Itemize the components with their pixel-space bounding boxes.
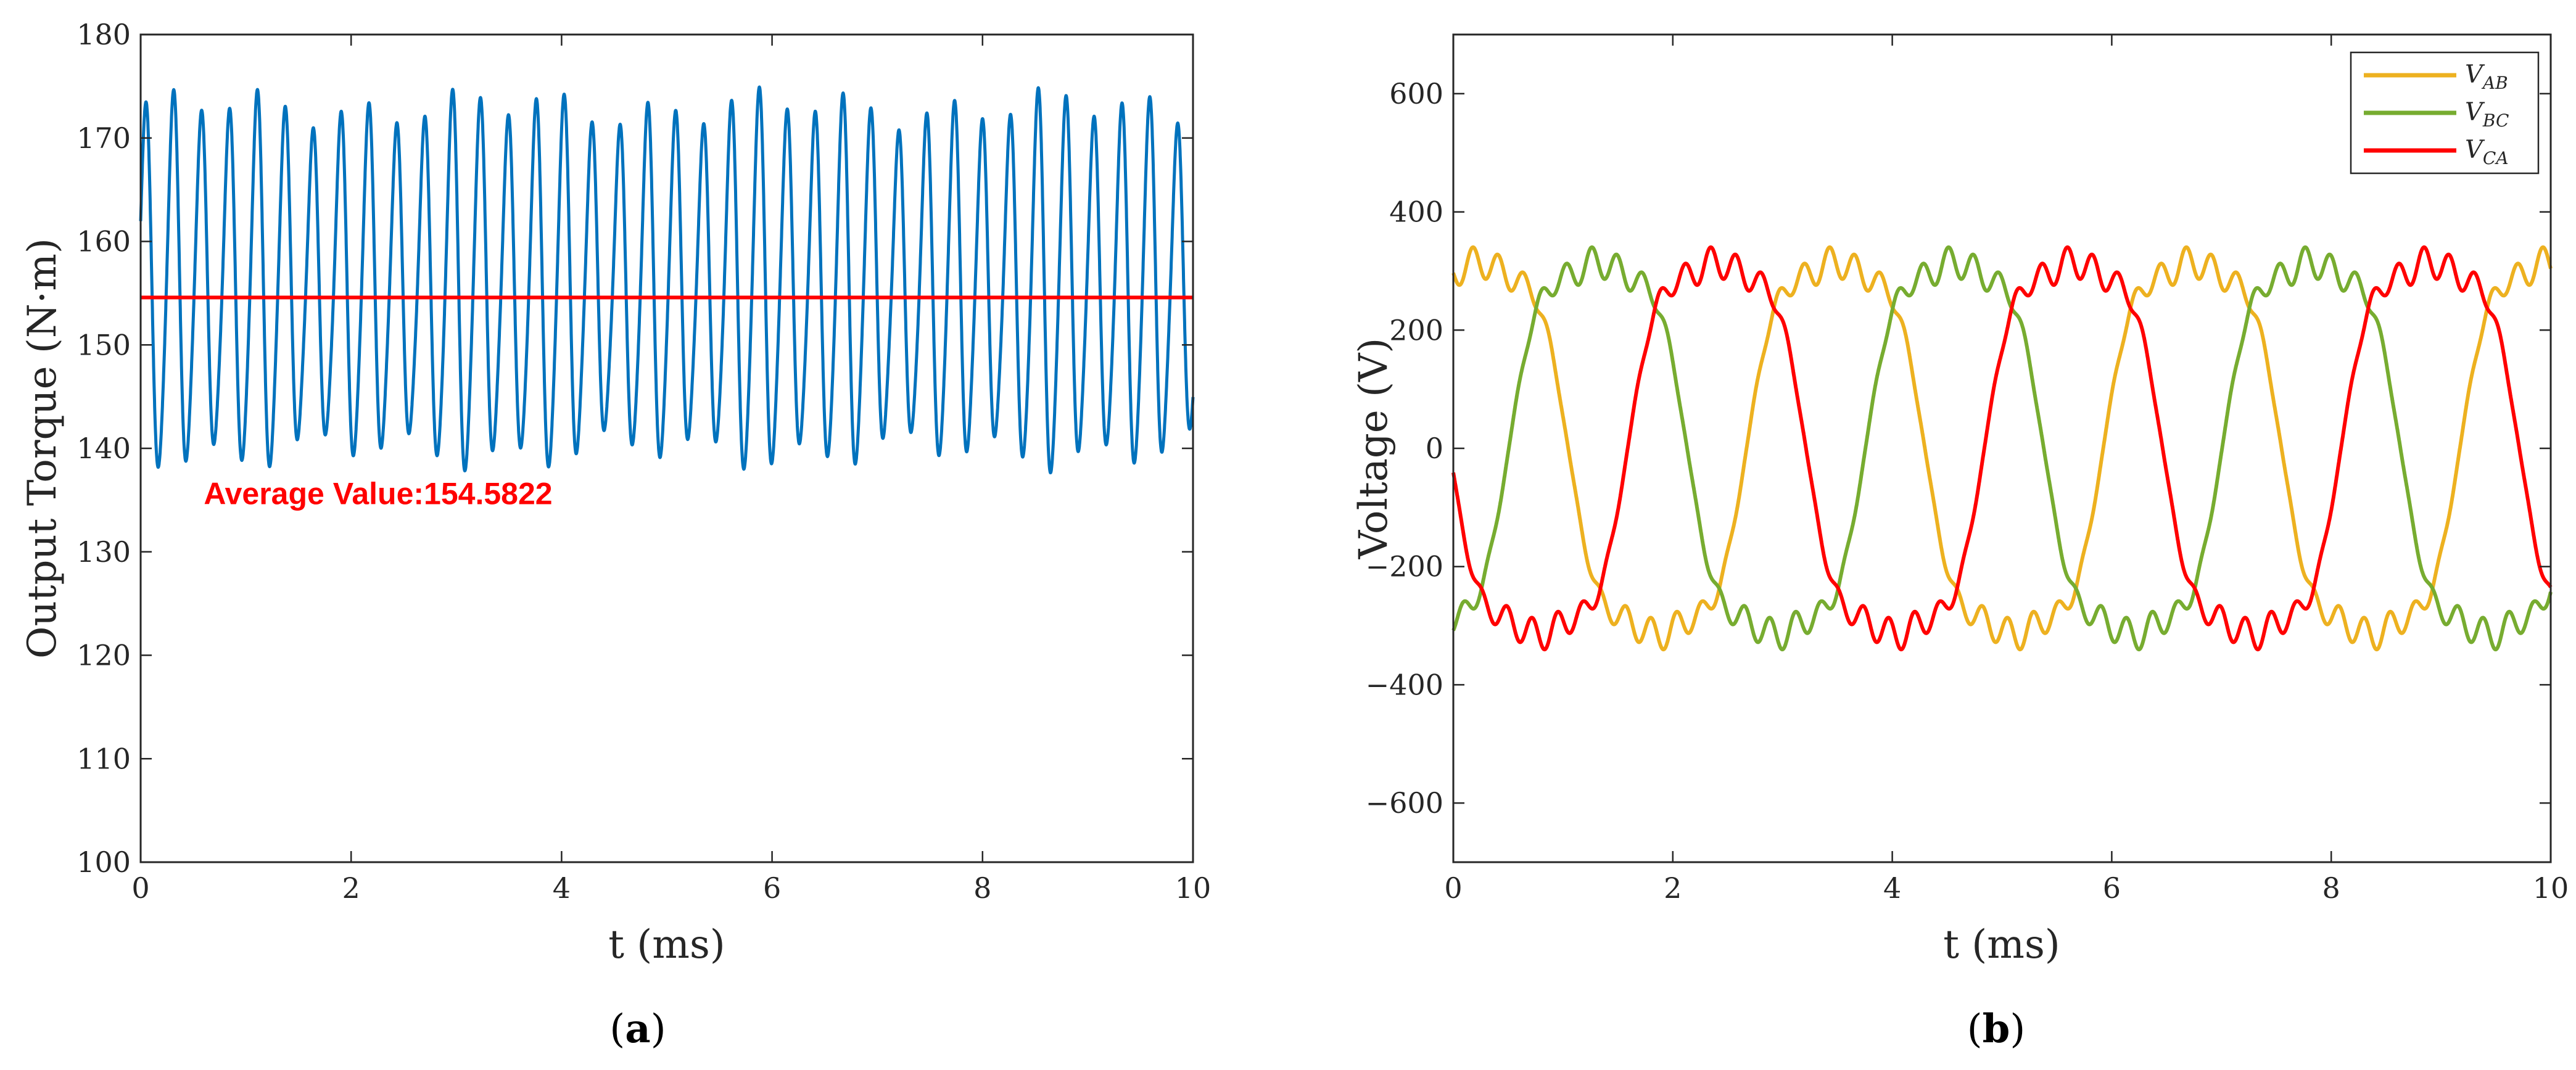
torque-series-line — [139, 85, 1195, 475]
torque-x-tick-label: 6 — [763, 871, 781, 905]
torque-y-tick-label: 100 — [76, 846, 131, 879]
legend-label-vbc: VBC — [2465, 98, 2509, 131]
legend-label-vab: VAB — [2465, 60, 2508, 93]
torque-y-tick-label: 130 — [76, 535, 131, 569]
torque-x-tick-label: 0 — [131, 871, 149, 905]
torque-x-tick-label: 2 — [342, 871, 360, 905]
torque-y-tick-label: 180 — [76, 18, 131, 51]
voltage-x-tick-label: 2 — [1664, 871, 1682, 905]
voltage-chart: 0 2 4 6 8 10 −600 −400 −200 0 200 400 600 VAB VBC VC… — [1351, 33, 2569, 1052]
voltage-y-tick-label: 200 — [1389, 313, 1443, 347]
legend-entry-vab: VAB — [2364, 60, 2508, 93]
voltage-x-tick-label: 8 — [2322, 871, 2340, 905]
voltage-x-axis-label: t (ms) — [1943, 922, 2060, 968]
voltage-y-tick-label: 400 — [1389, 195, 1443, 229]
torque-series-group — [139, 85, 1195, 475]
torque-y-tick-label: 120 — [76, 639, 131, 672]
torque-ticks-group: 0 2 4 6 8 10 100 110 120 130 140 150 160 170 180 — [76, 18, 1211, 905]
voltage-series-group — [1451, 245, 2553, 652]
voltage-series-ab — [1451, 245, 2553, 652]
voltage-y-tick-label: 0 — [1426, 432, 1443, 465]
panel-label-a: (a) — [609, 1006, 666, 1052]
torque-x-tick-label: 4 — [553, 871, 571, 905]
voltage-y-tick-label: 600 — [1389, 77, 1443, 110]
voltage-axes-box — [1452, 33, 2552, 863]
torque-y-tick-label: 170 — [76, 121, 131, 155]
torque-x-tick-label: 10 — [1175, 871, 1212, 905]
voltage-x-tick-label: 0 — [1444, 871, 1462, 905]
voltage-y-tick-label: −400 — [1366, 668, 1443, 701]
voltage-y-tick-label: −600 — [1366, 786, 1443, 820]
torque-y-tick-label: 110 — [76, 742, 131, 775]
torque-y-tick-label: 160 — [76, 225, 131, 258]
voltage-ticks-group: 0 2 4 6 8 10 −600 −400 −200 0 200 400 600 — [1366, 35, 2569, 905]
torque-axes-box — [139, 33, 1194, 863]
torque-y-tick-label: 150 — [76, 328, 131, 361]
voltage-legend: VAB VBC VCA — [2350, 51, 2540, 175]
voltage-y-tick-label: −200 — [1366, 550, 1443, 583]
voltage-x-tick-label: 10 — [2533, 871, 2569, 905]
torque-x-axis-label: t (ms) — [608, 922, 725, 968]
panel-label-b: (b) — [1967, 1006, 2026, 1052]
voltage-series-ca — [1451, 245, 2553, 652]
voltage-x-tick-label: 6 — [2103, 871, 2121, 905]
legend-label-vca: VCA — [2465, 136, 2509, 168]
torque-y-tick-label: 140 — [76, 432, 131, 465]
torque-x-tick-label: 8 — [973, 871, 991, 905]
legend-entry-vbc: VBC — [2364, 98, 2509, 131]
voltage-x-tick-label: 4 — [1883, 871, 1901, 905]
legend-entry-vca: VCA — [2364, 136, 2509, 168]
torque-chart: 0 2 4 6 8 10 100 110 120 130 140 150 160 170 180 Avera… — [20, 18, 1211, 1052]
voltage-y-axis-label: Voltage (V) — [1351, 338, 1397, 560]
average-value-annotation: Average Value:154.5822 — [204, 477, 552, 511]
torque-y-axis-label: Output Torque (N·m) — [20, 238, 65, 659]
